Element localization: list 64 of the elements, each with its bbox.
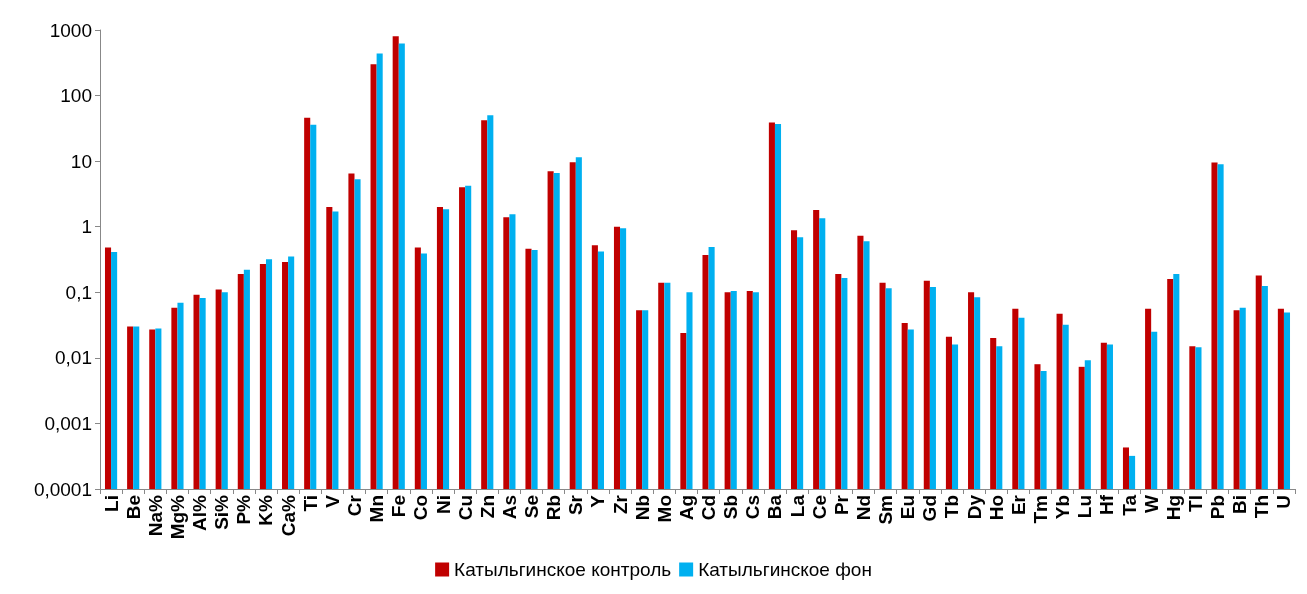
y-tick-label: 0,001 (44, 412, 92, 434)
x-tick-label: Ho (985, 495, 1007, 521)
x-tick-label: Cu (454, 495, 476, 521)
x-tick-label: Ce (808, 495, 830, 520)
x-tick-label: Sr (565, 494, 587, 516)
x-tick-label: Se (521, 495, 543, 519)
x-tick-label: Al% (189, 494, 211, 531)
x-tick-label: Yb (1052, 495, 1074, 520)
x-tick-label: W (1140, 494, 1162, 513)
x-tick-label: Sm (875, 495, 897, 525)
x-tick-label: Na% (144, 494, 166, 537)
x-tick-label: Li (100, 495, 122, 512)
y-tick-label: 10 (70, 150, 92, 172)
x-tick-label: Cs (742, 495, 764, 520)
x-tick-label: V (321, 494, 343, 508)
x-tick-label: Sb (720, 495, 742, 520)
x-tick-label: Fe (388, 495, 410, 518)
x-tick-label: Rb (543, 495, 565, 521)
x-tick-label: Bi (1229, 495, 1251, 514)
x-tick-label: Ni (432, 495, 454, 514)
x-tick-label: Nd (852, 495, 874, 521)
x-tick-label: Ca% (277, 494, 299, 537)
x-tick-label: Ba (764, 494, 786, 520)
y-tick-label: 1000 (49, 19, 92, 41)
x-tick-label: Ti (299, 495, 321, 512)
legend-label: Катыльгинское контроль (454, 559, 672, 580)
x-tick-label: Ag (675, 495, 697, 521)
x-tick-label: Pb (1207, 495, 1229, 520)
x-tick-label: Gd (919, 495, 941, 522)
x-tick-label: Th (1251, 495, 1273, 519)
x-tick-label: Hg (1162, 495, 1184, 521)
x-tick-label: Dy (963, 494, 985, 520)
x-tick-label: Lu (1074, 495, 1096, 519)
x-tick-label: Be (122, 495, 144, 520)
x-tick-label: P% (233, 494, 255, 525)
x-tick-label: Hf (1096, 494, 1118, 516)
x-tick-label: Zn (476, 495, 498, 519)
x-tick-label: Er (1007, 494, 1029, 516)
legend-label: Катыльгинское фон (698, 559, 872, 580)
x-tick-label: As (498, 495, 520, 520)
x-tick-label: Zr (609, 494, 631, 514)
x-tick-label: Cd (698, 495, 720, 521)
x-tick-label: Tl (1184, 495, 1206, 512)
x-tick-label: K% (255, 494, 277, 526)
x-tick-label: Cr (343, 494, 365, 517)
x-tick-label: La (786, 494, 808, 518)
x-tick-label: Pr (830, 494, 852, 516)
x-tick-label: Si% (211, 494, 233, 530)
y-tick-label: 1 (81, 216, 92, 238)
y-tick-label: 0,01 (55, 347, 92, 369)
x-tick-label: Tb (941, 495, 963, 519)
x-tick-label: Ta (1118, 494, 1140, 516)
x-tick-label: Co (410, 495, 432, 521)
x-tick-label: Nb (631, 495, 653, 521)
x-tick-label: U (1273, 495, 1295, 509)
x-tick-label: Mo (653, 495, 675, 523)
x-tick-label: Tm (1030, 495, 1052, 524)
x-tick-label: Mg% (166, 494, 188, 540)
x-tick-label: Mn (366, 495, 388, 523)
y-tick-label: 0,0001 (33, 478, 92, 500)
x-tick-label: Y (587, 494, 609, 508)
x-tick-label: Eu (897, 495, 919, 520)
y-tick-label: 0,1 (65, 281, 92, 303)
y-tick-label: 100 (60, 85, 92, 107)
